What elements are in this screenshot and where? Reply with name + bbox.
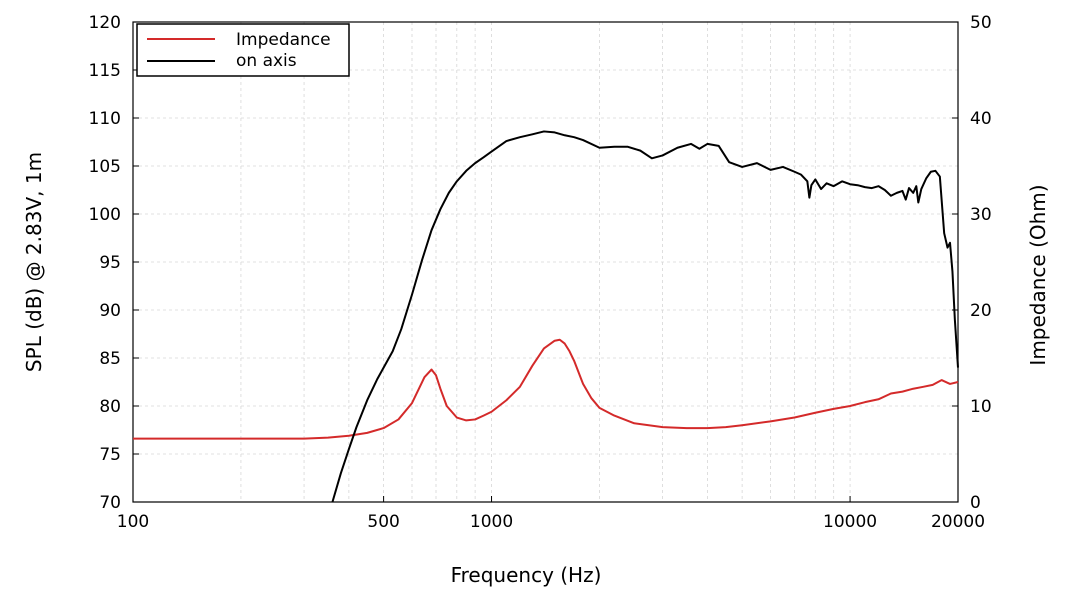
y-tick-label: 70 [99,493,121,513]
y-axis-title: SPL (dB) @ 2.83V, 1m [22,152,46,372]
y2-tick-label: 50 [970,13,992,33]
y2-tick-label: 30 [970,205,992,225]
series-line-on-axis [331,130,959,503]
x-tick-label: 100 [117,512,149,532]
y-tick-label: 105 [89,157,121,177]
y2-tick-label: 0 [970,493,981,513]
x-tick-label: 1000 [470,512,513,532]
plot-frame [132,21,959,503]
x-tick-label: 10000 [823,512,877,532]
y-tick-label: 75 [99,445,121,465]
y-tick-label: 95 [99,253,121,273]
x-axis-title: Frequency (Hz) [451,563,602,587]
series-line-impedance [133,338,959,440]
legend-box [136,23,350,77]
y2-tick-label: 40 [970,109,992,129]
x-tick-label: 20000 [931,512,985,532]
grid [133,22,958,502]
y2-tick-label: 10 [970,397,992,417]
y-tick-label: 100 [89,205,121,225]
y-tick-label: 110 [89,109,121,129]
y2-tick-label: 20 [970,301,992,321]
legend-label-impedance: Impedance [236,30,331,50]
y-tick-label: 115 [89,61,121,81]
x-tick-label: 500 [367,512,399,532]
y-tick-label: 85 [99,349,121,369]
legend: Impedance on axis [136,23,350,77]
series-lines [133,130,959,503]
y-tick-label: 90 [99,301,121,321]
x-axis-ticks: 100 500 1000 10000 20000 [117,496,985,532]
legend-label-on-axis: on axis [236,51,297,71]
y2-axis-title: Impedance (Ohm) [1026,184,1050,365]
y-tick-label: 120 [89,13,121,33]
y2-axis-ticks: 0 10 20 30 40 50 [952,13,992,513]
y-tick-label: 80 [99,397,121,417]
y-axis-ticks: 70 75 80 85 90 95 100 105 110 115 120 [89,13,139,513]
